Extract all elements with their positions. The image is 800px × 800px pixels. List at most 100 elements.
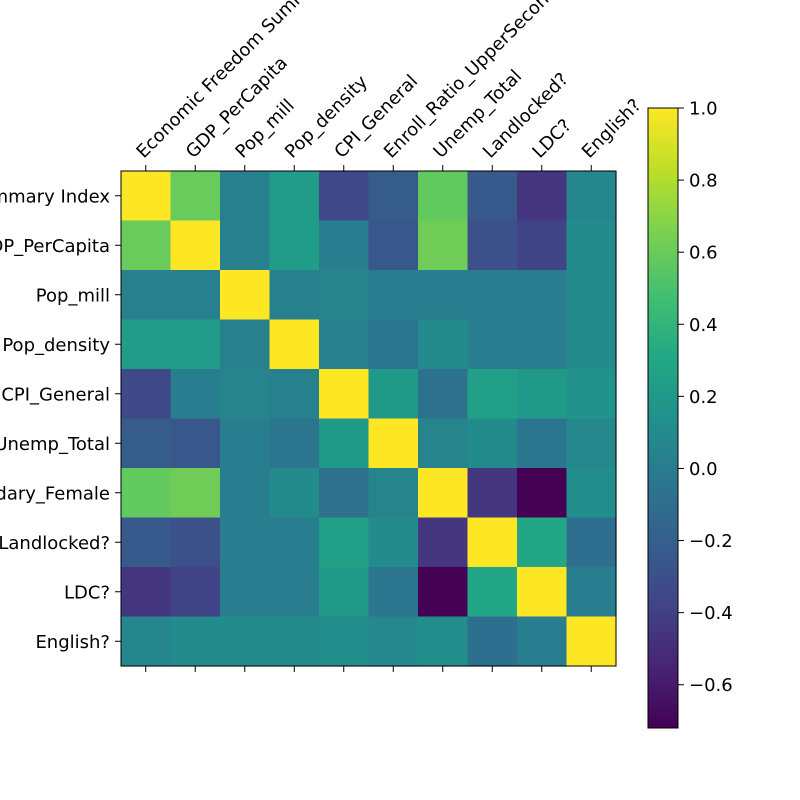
heatmap-cell-r4-c7 <box>467 369 518 420</box>
heatmap-cell-r4-c9 <box>566 369 617 420</box>
heatmap-cell-r7-c7 <box>467 517 518 568</box>
heatmap-cell-r1-c3 <box>269 220 320 271</box>
heatmap-cell-r8-c5 <box>368 567 419 618</box>
heatmap-cell-r4-c1 <box>170 369 221 420</box>
heatmap-cell-r8-c2 <box>220 567 271 618</box>
heatmap-cell-r7-c8 <box>517 517 568 568</box>
heatmap-cell-r6-c6 <box>418 468 469 519</box>
heatmap-cell-r3-c9 <box>566 319 617 370</box>
heatmap-cell-r7-c1 <box>170 517 221 568</box>
heatmap-cell-r2-c6 <box>418 270 469 321</box>
heatmap-cell-r9-c1 <box>170 616 221 667</box>
heatmap-cell-r8-c1 <box>170 567 221 618</box>
heatmap-cell-r4-c0 <box>121 369 172 420</box>
heatmap-cell-r1-c4 <box>319 220 370 271</box>
y-tick-label: Unemp_Total <box>0 434 110 455</box>
heatmap-cell-r2-c3 <box>269 270 320 321</box>
heatmap-cell-r9-c5 <box>368 616 419 667</box>
heatmap-cell-r5-c7 <box>467 418 518 469</box>
heatmap-cell-r1-c1 <box>170 220 221 271</box>
heatmap-cell-r9-c8 <box>517 616 568 667</box>
heatmap-cell-r9-c6 <box>418 616 469 667</box>
y-tick-label: Economic Freedom Summary Index <box>0 186 110 207</box>
heatmap-cell-r3-c8 <box>517 319 568 370</box>
colorbar-tick-label: 0.2 <box>689 387 718 408</box>
x-tick-label: English? <box>578 95 646 163</box>
heatmap-cell-r0-c1 <box>170 171 221 222</box>
heatmap-cell-r0-c2 <box>220 171 271 222</box>
heatmap-cell-r8-c8 <box>517 567 568 618</box>
heatmap-cell-r3-c0 <box>121 319 172 370</box>
heatmap-cells <box>121 171 617 667</box>
heatmap-cell-r5-c9 <box>566 418 617 469</box>
heatmap-cell-r8-c3 <box>269 567 320 618</box>
y-tick-label: LDC? <box>64 582 110 603</box>
heatmap-cell-r4-c8 <box>517 369 568 420</box>
y-tick-label: Pop_mill <box>36 285 110 306</box>
heatmap-cell-r6-c8 <box>517 468 568 519</box>
heatmap-cell-r0-c3 <box>269 171 320 222</box>
heatmap-cell-r2-c7 <box>467 270 518 321</box>
heatmap-cell-r2-c8 <box>517 270 568 321</box>
colorbar-tick-label: 1.0 <box>689 99 718 120</box>
heatmap-cell-r4-c6 <box>418 369 469 420</box>
heatmap-cell-r5-c4 <box>319 418 370 469</box>
heatmap-cell-r2-c9 <box>566 270 617 321</box>
heatmap-cell-r3-c2 <box>220 319 271 370</box>
heatmap-cell-r0-c7 <box>467 171 518 222</box>
heatmap-cell-r5-c2 <box>220 418 271 469</box>
colorbar-tick-label: 0.6 <box>689 243 718 264</box>
heatmap-cell-r9-c7 <box>467 616 518 667</box>
heatmap-cell-r8-c9 <box>566 567 617 618</box>
heatmap-cell-r7-c2 <box>220 517 271 568</box>
y-tick-label: CPI_General <box>1 384 110 405</box>
heatmap-cell-r3-c4 <box>319 319 370 370</box>
y-tick-label: Landlocked? <box>0 533 110 554</box>
heatmap-cell-r1-c0 <box>121 220 172 271</box>
colorbar-tick-label: −0.6 <box>689 675 733 696</box>
heatmap-cell-r9-c0 <box>121 616 172 667</box>
heatmap-cell-r6-c5 <box>368 468 419 519</box>
colorbar-tick-label: −0.2 <box>689 531 733 552</box>
heatmap-frame <box>120 170 617 667</box>
heatmap-cell-r0-c8 <box>517 171 568 222</box>
heatmap-cell-r0-c6 <box>418 171 469 222</box>
heatmap-cell-r6-c7 <box>467 468 518 519</box>
heatmap-cell-r2-c4 <box>319 270 370 321</box>
x-tick-label: LDC? <box>528 115 575 162</box>
heatmap-cell-r6-c3 <box>269 468 320 519</box>
heatmap-cell-r0-c0 <box>121 171 172 222</box>
heatmap-cell-r8-c6 <box>418 567 469 618</box>
colorbar-tick-label: −0.4 <box>689 603 733 624</box>
heatmap-cell-r2-c0 <box>121 270 172 321</box>
heatmap-cell-r4-c2 <box>220 369 271 420</box>
heatmap-cell-r7-c3 <box>269 517 320 568</box>
heatmap-cell-r9-c4 <box>319 616 370 667</box>
y-tick-label: GDP_PerCapita <box>0 236 110 257</box>
heatmap-cell-r5-c8 <box>517 418 568 469</box>
y-tick-label: English? <box>35 632 110 653</box>
heatmap-cell-r8-c0 <box>121 567 172 618</box>
heatmap-cell-r3-c3 <box>269 319 320 370</box>
heatmap-cell-r9-c2 <box>220 616 271 667</box>
heatmap-cell-r7-c6 <box>418 517 469 568</box>
heatmap-cell-r0-c9 <box>566 171 617 222</box>
heatmap-cell-r5-c3 <box>269 418 320 469</box>
heatmap-cell-r5-c1 <box>170 418 221 469</box>
y-tick-label: Pop_density <box>2 335 110 356</box>
y-axis-ticks: Economic Freedom Summary Index GDP_PerCap… <box>0 186 121 653</box>
heatmap-cell-r6-c0 <box>121 468 172 519</box>
colorbar-tick-label: 0.0 <box>689 459 718 480</box>
heatmap-cell-r6-c4 <box>319 468 370 519</box>
heatmap-cell-r2-c1 <box>170 270 221 321</box>
heatmap-cell-r2-c2 <box>220 270 271 321</box>
heatmap-cell-r8-c7 <box>467 567 518 618</box>
heatmap-cell-r1-c6 <box>418 220 469 271</box>
y-tick-label: Enroll_Ratio_UpperSecondary_Female <box>0 483 110 504</box>
heatmap-cell-r0-c5 <box>368 171 419 222</box>
heatmap-cell-r4-c5 <box>368 369 419 420</box>
heatmap-cell-r0-c4 <box>319 171 370 222</box>
colorbar-ticks: 1.0 0.8 0.6 0.4 0.2 0.0 −0.2 −0.4 −0.6 <box>678 99 733 696</box>
heatmap-cell-r5-c6 <box>418 418 469 469</box>
